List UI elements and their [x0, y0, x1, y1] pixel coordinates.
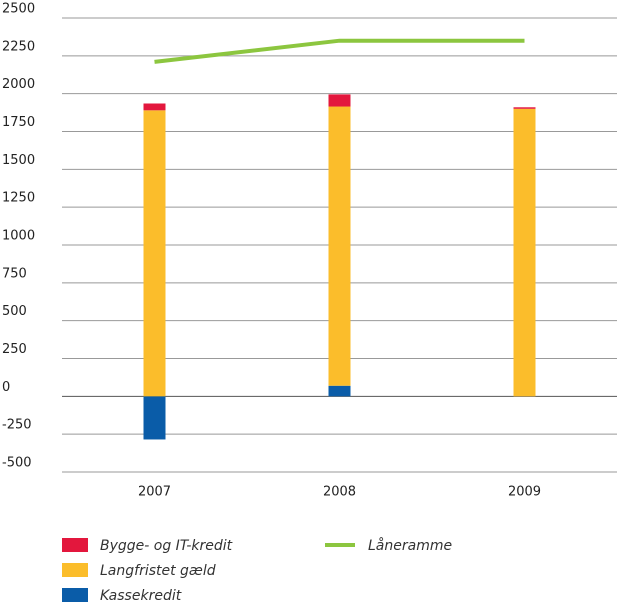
y-tick-label: 1000: [2, 229, 35, 244]
bar-segment: [143, 396, 166, 440]
line-series: [154, 38, 525, 64]
legend-label: Bygge- og IT-kredit: [100, 538, 233, 554]
legend-label: Kassekredit: [100, 588, 182, 604]
x-tick-label: 2008: [323, 485, 356, 500]
y-tick-label: 2000: [2, 77, 35, 92]
y-tick-label: 2250: [2, 39, 35, 54]
bar-segment: [513, 107, 536, 109]
legend-swatch: [62, 538, 88, 552]
y-tick-label: 500: [2, 304, 27, 319]
bar-segment: [328, 106, 351, 386]
y-tick-label: 1250: [2, 191, 35, 206]
y-tick-label: -500: [2, 456, 32, 471]
bar-segment: [328, 385, 351, 397]
bar-segment: [143, 110, 166, 397]
legend-swatch: [62, 588, 88, 602]
y-tick-label: 1500: [2, 153, 35, 168]
y-tick-label: 2500: [2, 2, 35, 17]
y-tick-label: 750: [2, 266, 27, 281]
x-tick-label: 2007: [138, 485, 171, 500]
bar-segment: [143, 103, 166, 111]
legend-swatch: [62, 563, 88, 577]
x-tick-label: 2009: [508, 485, 541, 500]
bar-segment: [513, 108, 536, 397]
y-tick-label: 250: [2, 342, 27, 357]
y-tick-label: 1750: [2, 115, 35, 130]
legend-label: Langfristet gæld: [100, 563, 216, 579]
y-tick-label: 0: [2, 380, 10, 395]
bar-segment: [328, 94, 351, 107]
legend-label: Låneramme: [368, 537, 452, 554]
y-tick-label: -250: [2, 418, 32, 433]
